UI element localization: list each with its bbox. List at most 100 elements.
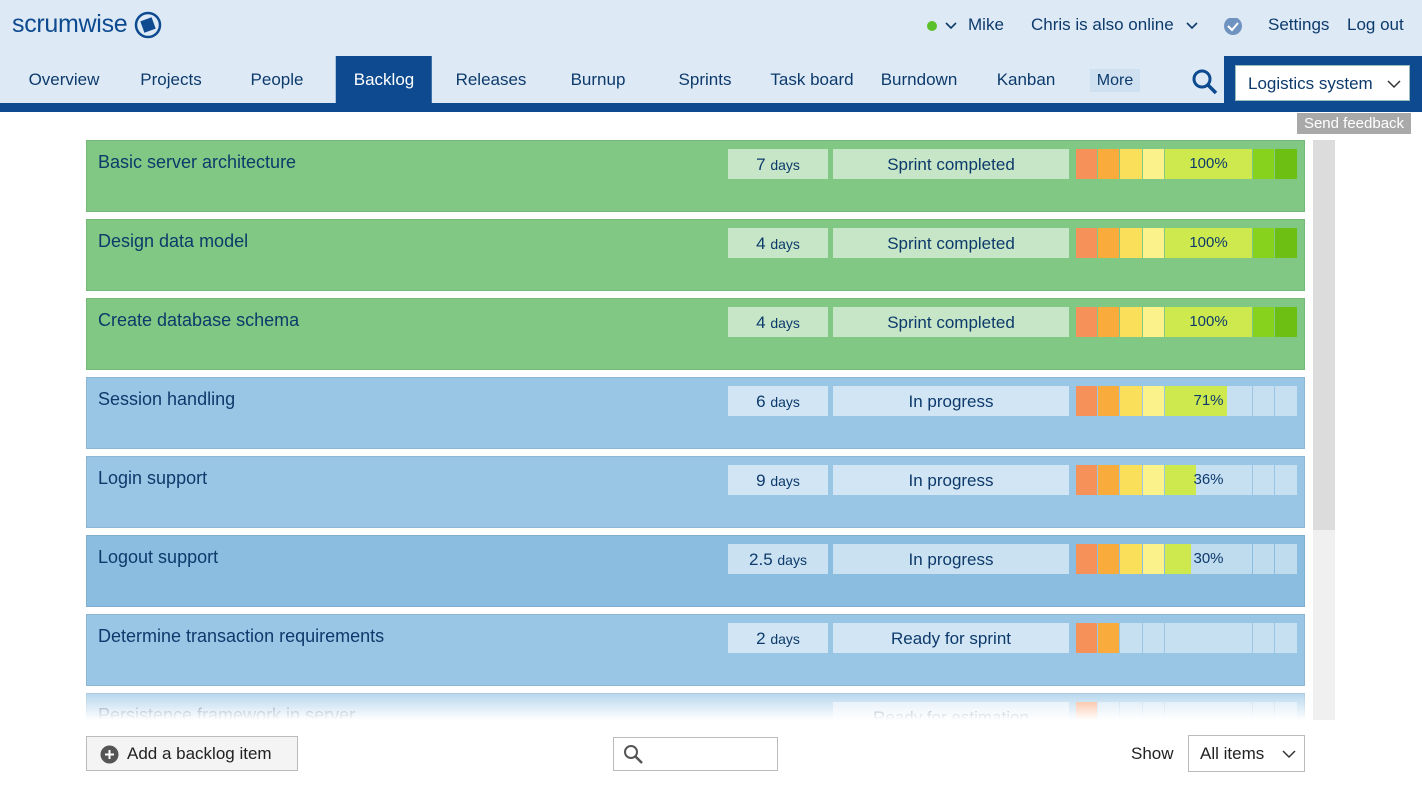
estimate-value: 6 <box>756 392 766 411</box>
online-users[interactable]: Chris is also online <box>1031 15 1174 34</box>
item-title: Determine transaction requirements <box>98 626 385 646</box>
stage-segment <box>1120 149 1142 179</box>
project-select[interactable]: Logistics system <box>1235 65 1410 101</box>
estimate-value: 4 <box>756 234 766 253</box>
estimate-unit: days <box>770 631 800 647</box>
nav-tab[interactable]: Projects <box>140 70 202 89</box>
estimate-value: 2 <box>756 629 766 648</box>
status: Sprint completed <box>833 149 1069 179</box>
status-indicator[interactable] <box>925 18 961 34</box>
nav-tab[interactable]: Burndown <box>880 70 958 89</box>
backlog-item[interactable]: Logout support 2.5 days In progress 30% <box>86 535 1305 607</box>
stage-segment <box>1143 544 1164 574</box>
item-title: Logout support <box>98 547 219 567</box>
stage-segment <box>1098 149 1119 179</box>
item-title: Design data model <box>98 231 249 251</box>
status: Ready for sprint <box>833 623 1069 653</box>
add-item-button[interactable]: Add a backlog item <box>86 736 298 771</box>
stage-segment <box>1253 228 1274 258</box>
estimate-unit: days <box>770 473 800 489</box>
stage-segment <box>1098 307 1119 337</box>
filter-select[interactable]: All items <box>1188 735 1305 772</box>
backlog-item[interactable]: Basic server architecture 7 days Sprint co… <box>86 140 1305 212</box>
search-input[interactable] <box>613 737 778 771</box>
stage-segment <box>1275 149 1297 179</box>
settings-link[interactable]: Settings <box>1268 15 1330 34</box>
stage-segment <box>1076 623 1097 653</box>
progress-bar <box>1165 544 1192 574</box>
progress-label: 100% <box>1189 155 1228 172</box>
project-name: Logistics system <box>1248 74 1373 93</box>
nav-tab[interactable]: People <box>250 70 304 89</box>
nav-tab[interactable]: Sprints <box>678 70 732 89</box>
estimate-value: 7 <box>756 155 766 174</box>
online-icons <box>1186 18 1242 35</box>
stage-segment <box>1143 623 1164 653</box>
estimate: 2 days <box>728 623 828 653</box>
backlog-item[interactable]: Design data model 4 days Sprint completed 1… <box>86 219 1305 291</box>
status: In progress <box>833 544 1069 574</box>
stage-segment <box>1275 465 1297 495</box>
status: In progress <box>833 465 1069 495</box>
header <box>0 0 1422 103</box>
stage-segment <box>1076 544 1097 574</box>
estimate: 6 days <box>728 386 828 416</box>
nav-tab[interactable]: Burnup <box>570 70 626 89</box>
stage-segment <box>1143 465 1164 495</box>
stage-segment <box>1098 623 1119 653</box>
backlog-item[interactable]: Determine transaction requirements 2 days… <box>86 614 1305 686</box>
estimate-unit: days <box>770 157 800 173</box>
search-icon[interactable] <box>1190 67 1220 97</box>
estimate-value: 2.5 <box>749 550 773 569</box>
estimate: 7 days <box>728 149 828 179</box>
more-tab[interactable]: More <box>1090 69 1140 92</box>
logo-icon <box>134 11 162 39</box>
chevron <box>1387 80 1401 89</box>
stage-segment <box>1076 228 1097 258</box>
logout-link[interactable]: Log out <box>1347 15 1404 34</box>
nav-bar <box>0 103 1422 112</box>
nav-tab[interactable]: Task board <box>770 70 854 89</box>
progress-bar <box>1165 386 1227 416</box>
status: Sprint completed <box>833 228 1069 258</box>
backlog-item[interactable]: Login support 9 days In progress 36% <box>86 456 1305 528</box>
user-name[interactable]: Mike <box>968 15 1004 34</box>
stage-segment <box>1275 228 1297 258</box>
nav-tab[interactable]: Backlog <box>335 56 433 103</box>
stage-segment <box>1120 544 1142 574</box>
progress-label: 100% <box>1189 313 1228 330</box>
backlog-item[interactable]: Session handling 6 days In progress 71% <box>86 377 1305 449</box>
estimate: 4 days <box>728 228 828 258</box>
status: Sprint completed <box>833 307 1069 337</box>
item-title: Create database schema <box>98 310 300 330</box>
stage-segment <box>1253 465 1274 495</box>
stage-segment <box>1143 386 1164 416</box>
stage-segment <box>1098 386 1119 416</box>
logo[interactable]: scrumwise <box>12 10 128 38</box>
estimate-unit: days <box>770 236 800 252</box>
progress-bar <box>1165 228 1252 258</box>
estimate: 4 days <box>728 307 828 337</box>
stage-segment <box>1253 623 1274 653</box>
estimate-value: 4 <box>756 313 766 332</box>
stage-segment <box>1098 465 1119 495</box>
nav-tab[interactable]: Releases <box>455 70 527 89</box>
stage-segment <box>1253 149 1274 179</box>
plus-icon <box>100 745 119 764</box>
scrollbar-thumb[interactable] <box>1313 140 1335 530</box>
estimate-unit: days <box>770 394 800 410</box>
progress-bar <box>1165 307 1252 337</box>
feedback-button[interactable]: Send feedback <box>1297 113 1411 134</box>
progress-label: 30% <box>1193 550 1224 567</box>
filter-value: All items <box>1200 744 1265 763</box>
backlog-item[interactable]: Create database schema 4 days Sprint compl… <box>86 298 1305 370</box>
stage-segment <box>1275 386 1297 416</box>
estimate-unit: days <box>777 552 807 568</box>
stage-segment <box>1076 465 1097 495</box>
nav-tab[interactable]: Kanban <box>996 70 1056 89</box>
estimate: 9 days <box>728 465 828 495</box>
stage-segment <box>1143 228 1164 258</box>
nav-tab[interactable]: Overview <box>28 70 100 89</box>
backlog-list: Basic server architecture 7 days Sprint co… <box>0 140 1310 720</box>
